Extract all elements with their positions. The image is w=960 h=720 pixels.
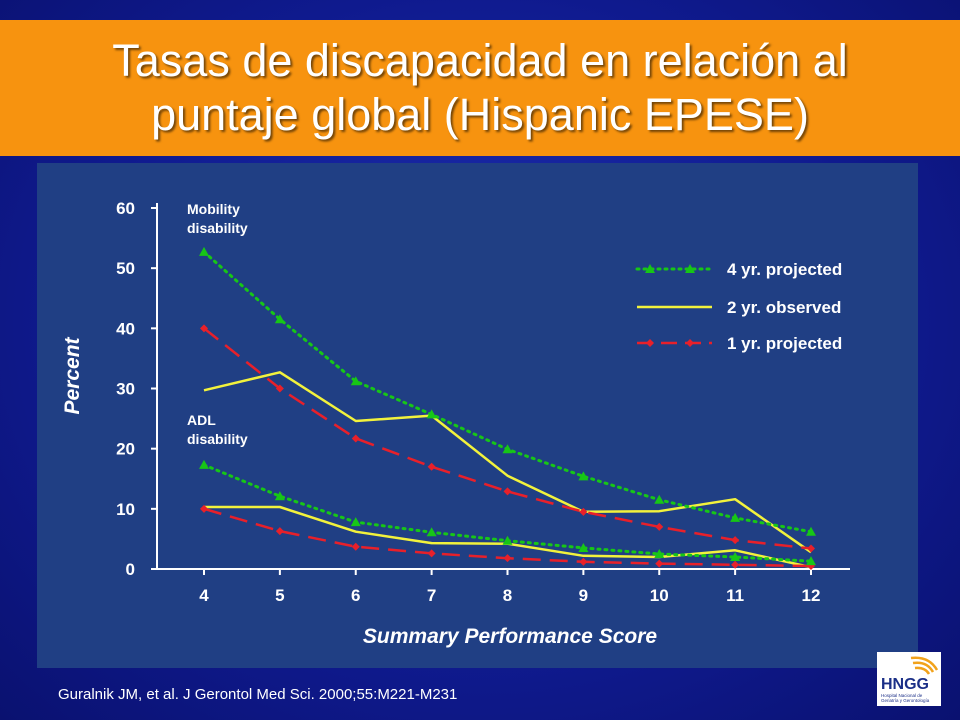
data-point-4-yr-projected-mobility (654, 494, 665, 504)
data-point-4-yr-projected-adl (350, 517, 361, 527)
logo-subtext-2: Geriatría y Gerontología (881, 698, 930, 703)
data-point-1-yr-projected-mobility (503, 487, 512, 496)
data-point-4-yr-projected-adl (502, 535, 513, 545)
x-tick-label: 8 (503, 586, 512, 605)
x-tick-label: 7 (427, 586, 436, 605)
annotation-mobility-line1: Mobility (187, 201, 240, 217)
legend-marker (646, 339, 654, 347)
data-point-1-yr-projected-mobility (275, 384, 284, 393)
data-point-1-yr-projected-mobility (807, 544, 815, 553)
data-point-1-yr-projected-adl (655, 559, 664, 568)
legend-marker (686, 339, 694, 347)
data-point-1-yr-projected-adl (503, 554, 512, 563)
legend-label-3: 1 yr. projected (727, 334, 842, 353)
x-tick-label: 9 (579, 586, 588, 605)
chart-panel: 0 10 20 30 40 50 60 4 5 6 7 8 9 10 11 12 Summary Perform… (37, 163, 918, 668)
series-line-2-yr-observed-mobility (203, 371, 812, 554)
y-tick-label: 50 (116, 259, 135, 278)
data-point-1-yr-projected-mobility (655, 522, 664, 531)
data-point-4-yr-projected-mobility (274, 314, 285, 324)
x-axis-title: Summary Performance Score (363, 625, 657, 648)
legend-label-2: 2 yr. observed (727, 298, 841, 317)
data-point-1-yr-projected-adl (427, 549, 436, 558)
title-bar: Tasas de discapacidad en relación al pun… (0, 20, 960, 156)
data-point-4-yr-projected-mobility (806, 526, 816, 536)
data-point-1-yr-projected-adl (731, 560, 740, 569)
x-tick-label: 11 (726, 586, 744, 605)
x-tick-label: 5 (275, 586, 284, 605)
data-point-4-yr-projected-adl (578, 542, 589, 552)
annotation-adl-line1: ADL (187, 412, 216, 428)
data-point-4-yr-projected-mobility (730, 512, 741, 522)
annotation-mobility-line2: disability (187, 220, 248, 236)
data-point-1-yr-projected-mobility (427, 462, 436, 471)
y-tick-label: 20 (116, 440, 135, 459)
x-tick-label: 6 (351, 586, 360, 605)
x-tick-label: 10 (650, 586, 669, 605)
data-point-4-yr-projected-mobility (426, 409, 437, 419)
data-point-4-yr-projected-adl (274, 491, 285, 501)
y-tick-label: 10 (116, 500, 135, 519)
logo-wordmark: HNGG (881, 676, 929, 693)
data-point-4-yr-projected-adl (654, 548, 665, 558)
data-point-1-yr-projected-adl (351, 542, 360, 551)
y-tick-label: 0 (126, 560, 135, 579)
hngg-logo: HNGG Hospital Nacional de Geriatría y Ge… (877, 652, 941, 706)
series-line-1-yr-projected-mobility (203, 327, 812, 550)
legend-marker (685, 264, 695, 273)
y-tick-label: 40 (116, 319, 135, 338)
data-point-4-yr-projected-adl (730, 551, 741, 561)
data-point-4-yr-projected-adl (199, 459, 209, 469)
data-point-1-yr-projected-mobility (200, 324, 208, 333)
slide-title-line-2: puntaje global (Hispanic EPESE) (151, 89, 809, 140)
logo-subtext-1: Hospital Nacional de (881, 693, 923, 698)
chart-svg: 0 10 20 30 40 50 60 4 5 6 7 8 9 10 11 12 Summary Perform… (61, 199, 850, 648)
data-point-4-yr-projected-adl (426, 527, 437, 537)
y-axis-title: Percent (61, 336, 84, 414)
data-point-4-yr-projected-mobility (502, 444, 513, 454)
data-point-1-yr-projected-adl (579, 557, 588, 566)
data-point-1-yr-projected-adl (200, 504, 208, 513)
data-point-1-yr-projected-mobility (351, 434, 360, 443)
y-tick-label: 30 (116, 380, 135, 399)
data-point-4-yr-projected-mobility (199, 246, 209, 256)
data-point-1-yr-projected-adl (275, 527, 284, 536)
citation: Guralnik JM, et al. J Gerontol Med Sci. … (58, 686, 458, 703)
data-point-4-yr-projected-mobility (350, 376, 361, 386)
x-tick-label: 4 (199, 586, 209, 605)
legend-label-1: 4 yr. projected (727, 260, 842, 279)
data-point-4-yr-projected-adl (806, 556, 816, 566)
data-point-4-yr-projected-mobility (578, 471, 589, 481)
data-point-1-yr-projected-mobility (731, 536, 740, 545)
slide-title-line-1: Tasas de discapacidad en relación al (112, 35, 848, 86)
y-tick-label: 60 (116, 199, 135, 218)
data-point-1-yr-projected-mobility (579, 507, 588, 516)
legend-marker (645, 264, 655, 273)
hngg-logo-graphic: HNGG Hospital Nacional de Geriatría y Ge… (881, 656, 939, 703)
x-tick-label: 12 (802, 586, 821, 605)
annotation-adl-line2: disability (187, 431, 248, 447)
